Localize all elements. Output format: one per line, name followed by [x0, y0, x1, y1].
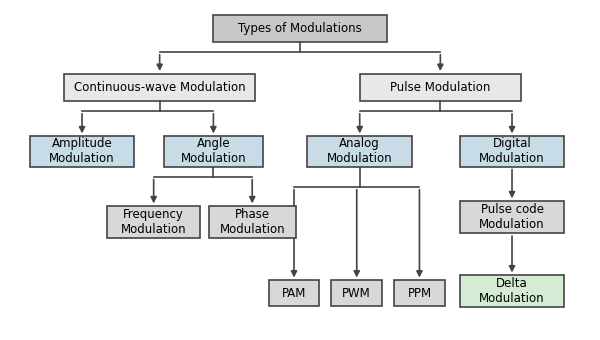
- FancyBboxPatch shape: [460, 136, 564, 167]
- Text: Delta
Modulation: Delta Modulation: [479, 277, 545, 305]
- Text: Pulse Modulation: Pulse Modulation: [390, 81, 491, 94]
- FancyBboxPatch shape: [331, 280, 382, 306]
- FancyBboxPatch shape: [307, 136, 412, 167]
- Text: Frequency
Modulation: Frequency Modulation: [121, 208, 187, 236]
- Text: Types of Modulations: Types of Modulations: [238, 22, 362, 35]
- Text: Amplitude
Modulation: Amplitude Modulation: [49, 137, 115, 166]
- Text: PWM: PWM: [343, 287, 371, 300]
- FancyBboxPatch shape: [360, 74, 521, 101]
- FancyBboxPatch shape: [269, 280, 319, 306]
- Text: Continuous-wave Modulation: Continuous-wave Modulation: [74, 81, 245, 94]
- Text: Pulse code
Modulation: Pulse code Modulation: [479, 203, 545, 231]
- Text: Digital
Modulation: Digital Modulation: [479, 137, 545, 166]
- FancyBboxPatch shape: [164, 136, 263, 167]
- FancyBboxPatch shape: [460, 201, 564, 233]
- Text: Angle
Modulation: Angle Modulation: [181, 137, 246, 166]
- FancyBboxPatch shape: [209, 206, 296, 238]
- FancyBboxPatch shape: [214, 15, 386, 42]
- Text: Phase
Modulation: Phase Modulation: [220, 208, 285, 236]
- Text: PPM: PPM: [407, 287, 431, 300]
- Text: PAM: PAM: [282, 287, 306, 300]
- FancyBboxPatch shape: [460, 275, 564, 307]
- FancyBboxPatch shape: [30, 136, 134, 167]
- FancyBboxPatch shape: [64, 74, 255, 101]
- FancyBboxPatch shape: [107, 206, 200, 238]
- FancyBboxPatch shape: [394, 280, 445, 306]
- Text: Analog
Modulation: Analog Modulation: [327, 137, 392, 166]
